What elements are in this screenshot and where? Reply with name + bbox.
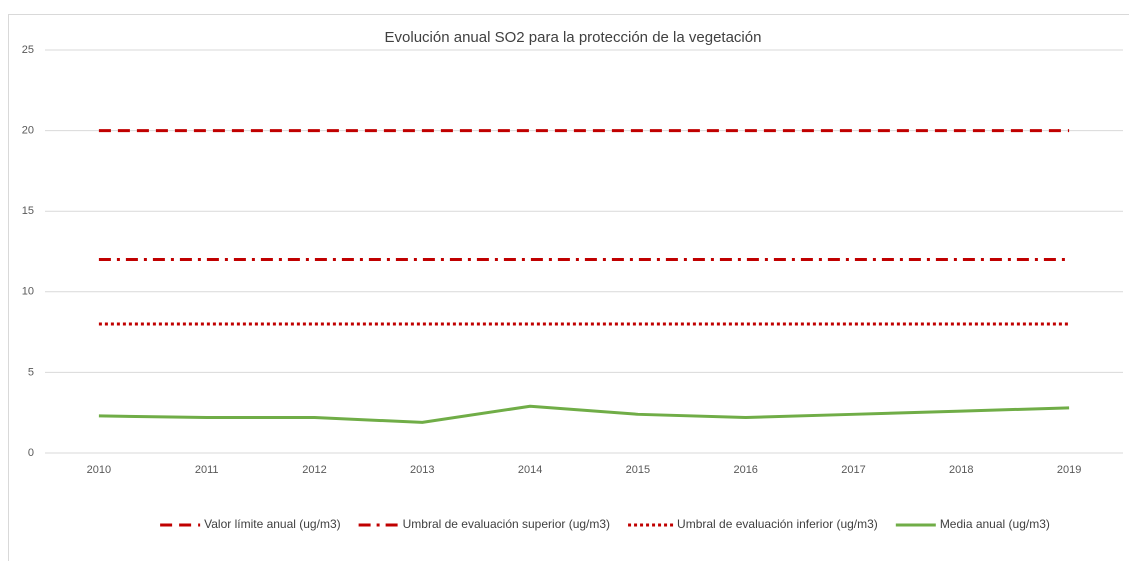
series-line (98, 404, 1070, 424)
x-tick-label: 2017 (841, 464, 865, 476)
y-tick-label: 10 (22, 286, 34, 298)
legend-label: Media anual (ug/m3) (940, 517, 1050, 531)
x-tick-label: 2010 (87, 464, 111, 476)
legend-label: Umbral de evaluación inferior (ug/m3) (677, 517, 878, 531)
y-tick-label: 25 (22, 44, 34, 56)
chart-frame (8, 14, 1129, 561)
x-tick-label: 2019 (1057, 464, 1081, 476)
y-tick-label: 20 (22, 125, 34, 137)
x-tick-label: 2013 (410, 464, 434, 476)
legend-label: Valor límite anual (ug/m3) (204, 517, 341, 531)
y-tick-label: 5 (28, 366, 34, 378)
y-tick-label: 15 (22, 205, 34, 217)
x-tick-label: 2011 (195, 464, 219, 476)
legend-label: Umbral de evaluación superior (ug/m3) (403, 517, 610, 531)
x-tick-label: 2014 (518, 464, 542, 476)
x-tick-label: 2018 (949, 464, 973, 476)
x-tick-label: 2016 (733, 464, 757, 476)
x-tick-label: 2015 (626, 464, 650, 476)
x-tick-label: 2012 (302, 464, 326, 476)
chart-title: Evolución anual SO2 para la protección d… (385, 29, 762, 46)
y-tick-label: 0 (28, 447, 34, 459)
